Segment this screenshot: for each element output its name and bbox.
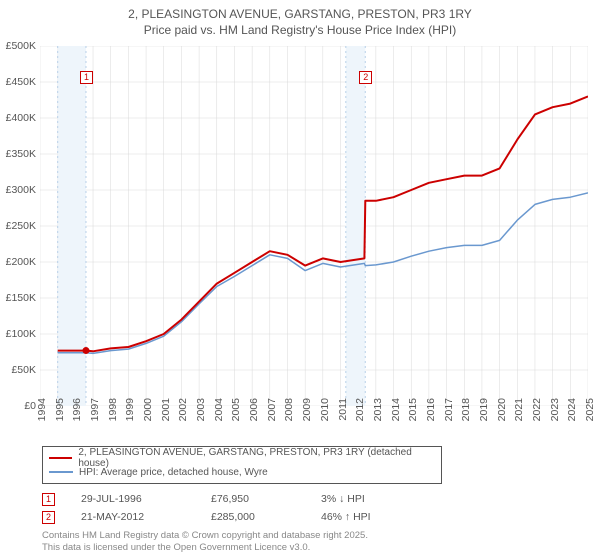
x-axis-tick: 2018 <box>460 398 472 421</box>
y-axis-tick: £450K <box>0 76 36 88</box>
sale-marker: 1 <box>42 493 55 506</box>
sale-hpi: 3% ↓ HPI <box>321 493 365 505</box>
chart-area: £0£50K£100K£150K£200K£250K£300K£350K£400… <box>40 46 588 406</box>
x-axis-tick: 2019 <box>478 398 490 421</box>
legend-swatch <box>49 471 73 473</box>
y-axis-tick: £250K <box>0 220 36 232</box>
y-axis-tick: £150K <box>0 292 36 304</box>
attribution: Contains HM Land Registry data © Crown c… <box>42 530 368 554</box>
x-axis-tick: 1998 <box>107 398 119 421</box>
sale-price: £285,000 <box>211 511 321 523</box>
x-axis-tick: 2016 <box>425 398 437 421</box>
x-axis-tick: 1996 <box>71 398 83 421</box>
x-axis-tick: 2022 <box>531 398 543 421</box>
sale-date: 29-JUL-1996 <box>81 493 211 505</box>
x-axis-tick: 2003 <box>195 398 207 421</box>
legend-item: 2, PLEASINGTON AVENUE, GARSTANG, PRESTON… <box>49 451 435 465</box>
y-axis-tick: £400K <box>0 112 36 124</box>
sale-marker: 2 <box>42 511 55 524</box>
y-axis-tick: £350K <box>0 148 36 160</box>
legend-label: HPI: Average price, detached house, Wyre <box>79 467 268 478</box>
y-axis-tick: £300K <box>0 184 36 196</box>
sale-hpi: 46% ↑ HPI <box>321 511 371 523</box>
x-axis-tick: 1994 <box>36 398 48 421</box>
x-axis-tick: 2010 <box>319 398 331 421</box>
legend: 2, PLEASINGTON AVENUE, GARSTANG, PRESTON… <box>42 446 442 484</box>
sale-price: £76,950 <box>211 493 321 505</box>
x-axis-tick: 1995 <box>54 398 66 421</box>
x-axis-tick: 2011 <box>337 398 349 421</box>
x-axis-tick: 2009 <box>301 398 313 421</box>
y-axis-tick: £100K <box>0 328 36 340</box>
y-axis-tick: £50K <box>0 364 36 376</box>
chart-marker: 2 <box>359 71 372 84</box>
x-axis-tick: 1997 <box>89 398 101 421</box>
attribution-line: Contains HM Land Registry data © Crown c… <box>42 530 368 542</box>
x-axis-tick: 2023 <box>549 398 561 421</box>
x-axis-tick: 2007 <box>266 398 278 421</box>
chart-marker: 1 <box>80 71 93 84</box>
x-axis-tick: 2021 <box>513 398 525 421</box>
y-axis-tick: £500K <box>0 40 36 52</box>
x-axis-tick: 2000 <box>142 398 154 421</box>
x-axis-tick: 2015 <box>407 398 419 421</box>
line-chart <box>40 46 588 406</box>
x-axis-tick: 2006 <box>248 398 260 421</box>
x-axis-tick: 2005 <box>230 398 242 421</box>
sale-row: 1 29-JUL-1996 £76,950 3% ↓ HPI <box>42 490 562 508</box>
x-axis-tick: 1999 <box>124 398 136 421</box>
x-axis-tick: 2008 <box>283 398 295 421</box>
x-axis-tick: 2014 <box>390 398 402 421</box>
title-line-2: Price paid vs. HM Land Registry's House … <box>0 22 600 38</box>
x-axis-tick: 2013 <box>372 398 384 421</box>
y-axis-tick: £200K <box>0 256 36 268</box>
sale-date: 21-MAY-2012 <box>81 511 211 523</box>
x-axis-tick: 2002 <box>177 398 189 421</box>
x-axis-tick: 2025 <box>584 398 596 421</box>
x-axis-tick: 2020 <box>496 398 508 421</box>
title-line-1: 2, PLEASINGTON AVENUE, GARSTANG, PRESTON… <box>0 6 600 22</box>
y-axis-tick: £0 <box>0 400 36 412</box>
sale-row: 2 21-MAY-2012 £285,000 46% ↑ HPI <box>42 508 562 526</box>
x-axis-tick: 2017 <box>443 398 455 421</box>
x-axis-tick: 2001 <box>160 398 172 421</box>
legend-swatch <box>49 457 72 460</box>
x-axis-tick: 2012 <box>354 398 366 421</box>
x-axis-tick: 2024 <box>566 398 578 421</box>
sale-events: 1 29-JUL-1996 £76,950 3% ↓ HPI 2 21-MAY-… <box>42 490 562 526</box>
attribution-line: This data is licensed under the Open Gov… <box>42 542 368 554</box>
chart-title-block: 2, PLEASINGTON AVENUE, GARSTANG, PRESTON… <box>0 0 600 38</box>
x-axis-tick: 2004 <box>213 398 225 421</box>
